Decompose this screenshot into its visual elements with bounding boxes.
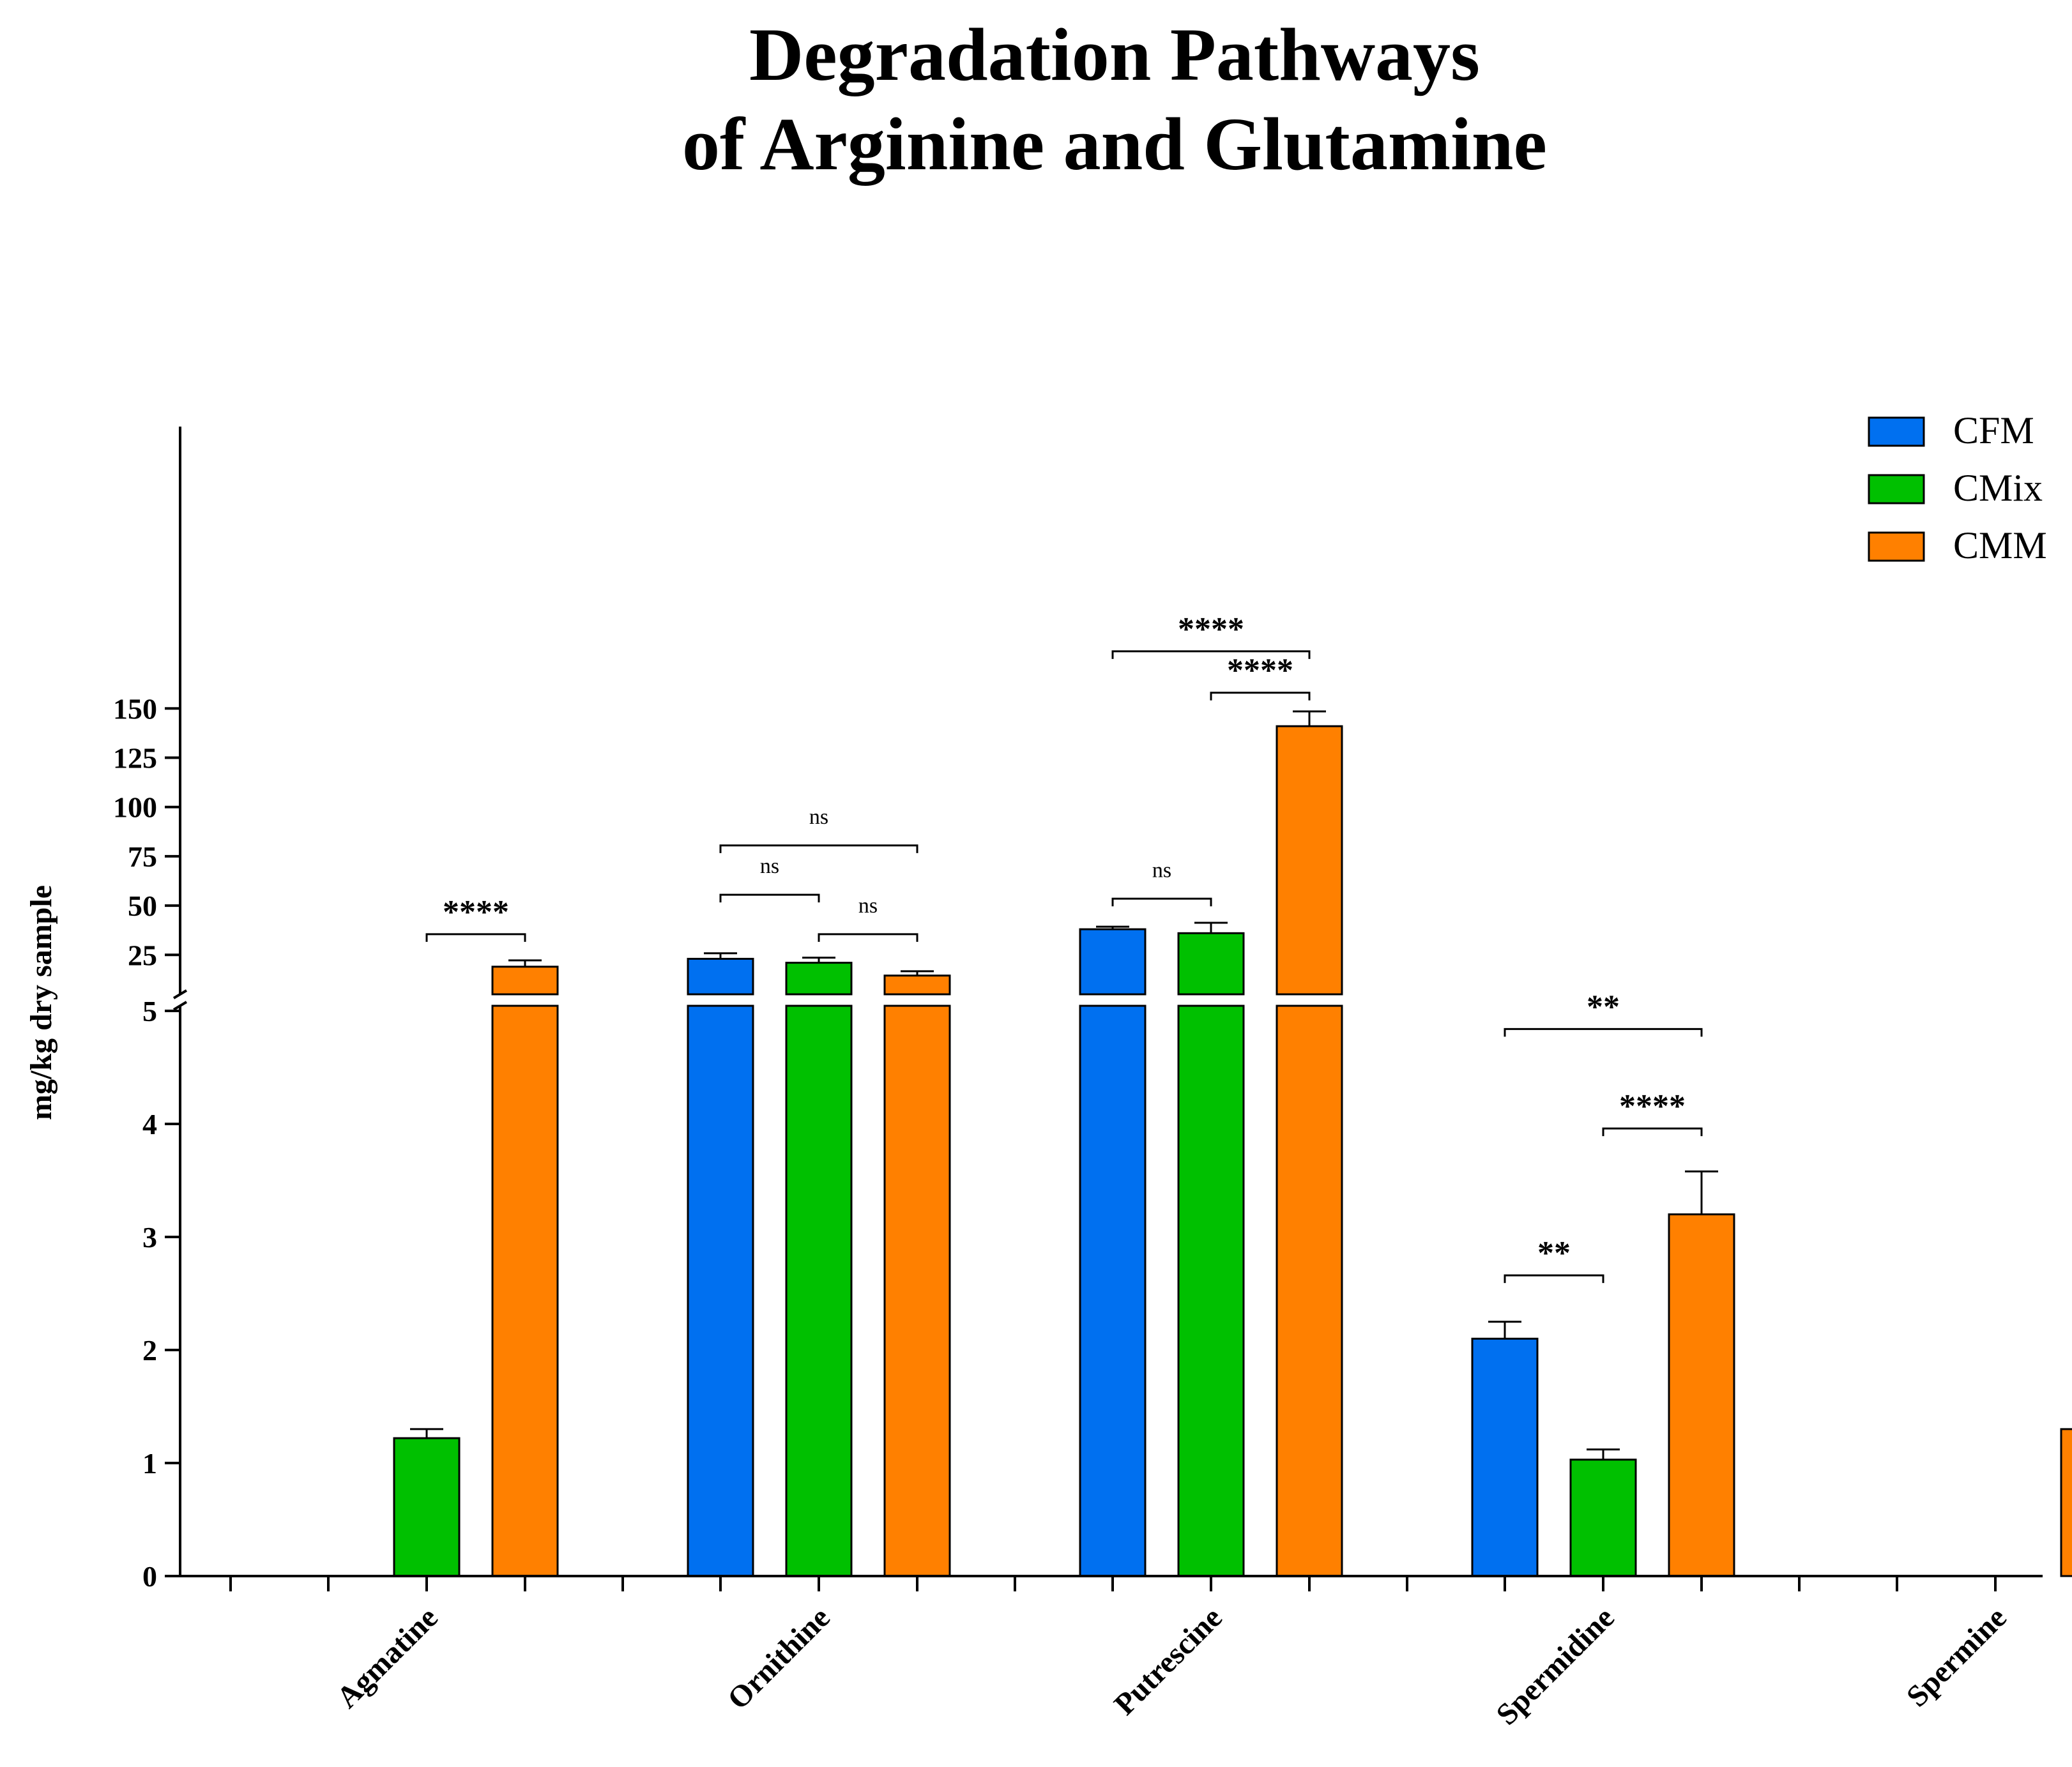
- legend-swatch: [1868, 416, 1925, 447]
- bar-putrescine-cmm-upper: [1276, 725, 1343, 996]
- bar-putrescine-cmm-lower: [1276, 1005, 1343, 1577]
- bar-ornithine-cfm-upper: [687, 957, 754, 996]
- error-bars-layer: [410, 710, 1718, 1460]
- significance-label: ns: [760, 854, 779, 878]
- chart-title: Degradation Pathways of Arginine and Glu…: [682, 13, 1547, 186]
- bar-putrescine-cmix-upper: [1177, 932, 1245, 996]
- bar-spermidine-cfm: [1471, 1337, 1539, 1577]
- y-tick-label: 4: [142, 1108, 157, 1141]
- bar-putrescine-cfm-upper: [1079, 928, 1146, 996]
- axis-break-mark-bottom: [172, 1001, 188, 1011]
- bracket-line: [1210, 692, 1311, 701]
- y-tick-label: 0: [142, 1560, 157, 1593]
- significance-bracket: ****: [1602, 1088, 1703, 1137]
- significance-bracket: ns: [1111, 858, 1212, 907]
- bar-ornithine-cmm-lower: [883, 1005, 951, 1577]
- bar-ornithine-cmix-lower: [785, 1005, 853, 1577]
- significance-bracket: ns: [818, 894, 918, 942]
- bracket-line: [1504, 1028, 1703, 1037]
- bar-putrescine-cmix-lower: [1177, 1005, 1245, 1577]
- bracket-line: [1504, 1274, 1604, 1284]
- bars-layer: [393, 725, 2072, 1577]
- significance-label: **: [1587, 989, 1620, 1025]
- y-tick-label: 25: [128, 939, 157, 971]
- axis-break-mark-top: [172, 989, 188, 999]
- x-tick-label-spermine: Spermine: [1900, 1600, 2013, 1713]
- bar-spermine-cmm: [2060, 1428, 2072, 1577]
- x-tick-label-putrescine: Putrescine: [1108, 1600, 1229, 1722]
- significance-label: ****: [443, 894, 509, 930]
- y-axis-label: mg/kg dry sample: [24, 885, 58, 1120]
- bar-agmatine-cmm-upper: [491, 966, 559, 996]
- y-tick-label: 150: [113, 692, 157, 725]
- significance-bracket: ****: [425, 894, 526, 942]
- bracket-line: [719, 893, 820, 903]
- bracket-line: [1111, 897, 1212, 907]
- significance-bracket: ****: [1111, 611, 1311, 659]
- legend-swatch: [1868, 474, 1925, 504]
- chart-title-line1: Degradation Pathways: [749, 13, 1480, 96]
- significance-label: ns: [1152, 858, 1171, 882]
- legend-label: CFM: [1953, 409, 2034, 451]
- bar-ornithine-cmix-upper: [785, 962, 853, 996]
- y-tick-label: 75: [128, 840, 157, 873]
- bar-agmatine-cmm-lower: [491, 1005, 559, 1577]
- y-tick-label: 3: [142, 1221, 157, 1254]
- x-tick-label-agmatine: Agmatine: [330, 1600, 445, 1715]
- significance-label: ns: [858, 894, 878, 918]
- bracket-line: [1602, 1127, 1703, 1137]
- significance-label: ns: [809, 805, 828, 829]
- bracket-line: [719, 844, 918, 853]
- significance-bracket: ns: [719, 854, 820, 903]
- bracket-line: [818, 933, 918, 942]
- legend-swatch: [1868, 531, 1925, 562]
- chart-title-line2: of Arginine and Glutamine: [682, 102, 1547, 186]
- bar-spermidine-cmm: [1668, 1213, 1735, 1577]
- legend-label: CMM: [1953, 524, 2047, 566]
- significance-bracket: ns: [719, 805, 918, 853]
- bar-putrescine-cfm-lower: [1079, 1005, 1146, 1577]
- legend-item-cmm: CMM: [1868, 524, 2047, 566]
- bracket-line: [425, 933, 526, 942]
- legend: CFM CMix CMM: [1868, 409, 2047, 566]
- significance-label: ****: [1619, 1088, 1686, 1125]
- legend-item-cmix: CMix: [1868, 467, 2043, 509]
- y-tick-label: 125: [113, 742, 157, 775]
- y-tick-label: 2: [142, 1334, 157, 1367]
- bar-ornithine-cfm-lower: [687, 1005, 754, 1577]
- y-tick-label: 100: [113, 791, 157, 824]
- bar-ornithine-cmm-upper: [883, 975, 951, 996]
- significance-label: ****: [1227, 653, 1293, 689]
- x-tick-label-spermidine: Spermidine: [1489, 1600, 1620, 1731]
- bracket-line: [1111, 650, 1311, 659]
- y-tick-label: 1: [142, 1447, 157, 1480]
- y-tick-label: 50: [128, 890, 157, 922]
- bar-spermidine-cmix: [1569, 1459, 1637, 1577]
- significance-bracket: ****: [1210, 653, 1311, 701]
- legend-item-cfm: CFM: [1868, 409, 2034, 451]
- y-tick-label: 5: [142, 995, 157, 1028]
- significance-label: ****: [1178, 611, 1244, 648]
- x-tick-label-ornithine: Ornithine: [721, 1600, 837, 1716]
- significance-bracket: **: [1504, 989, 1703, 1037]
- bar-agmatine-cmix: [393, 1437, 461, 1577]
- significance-label: **: [1537, 1235, 1571, 1271]
- significance-bracket: **: [1504, 1235, 1604, 1284]
- legend-label: CMix: [1953, 467, 2043, 509]
